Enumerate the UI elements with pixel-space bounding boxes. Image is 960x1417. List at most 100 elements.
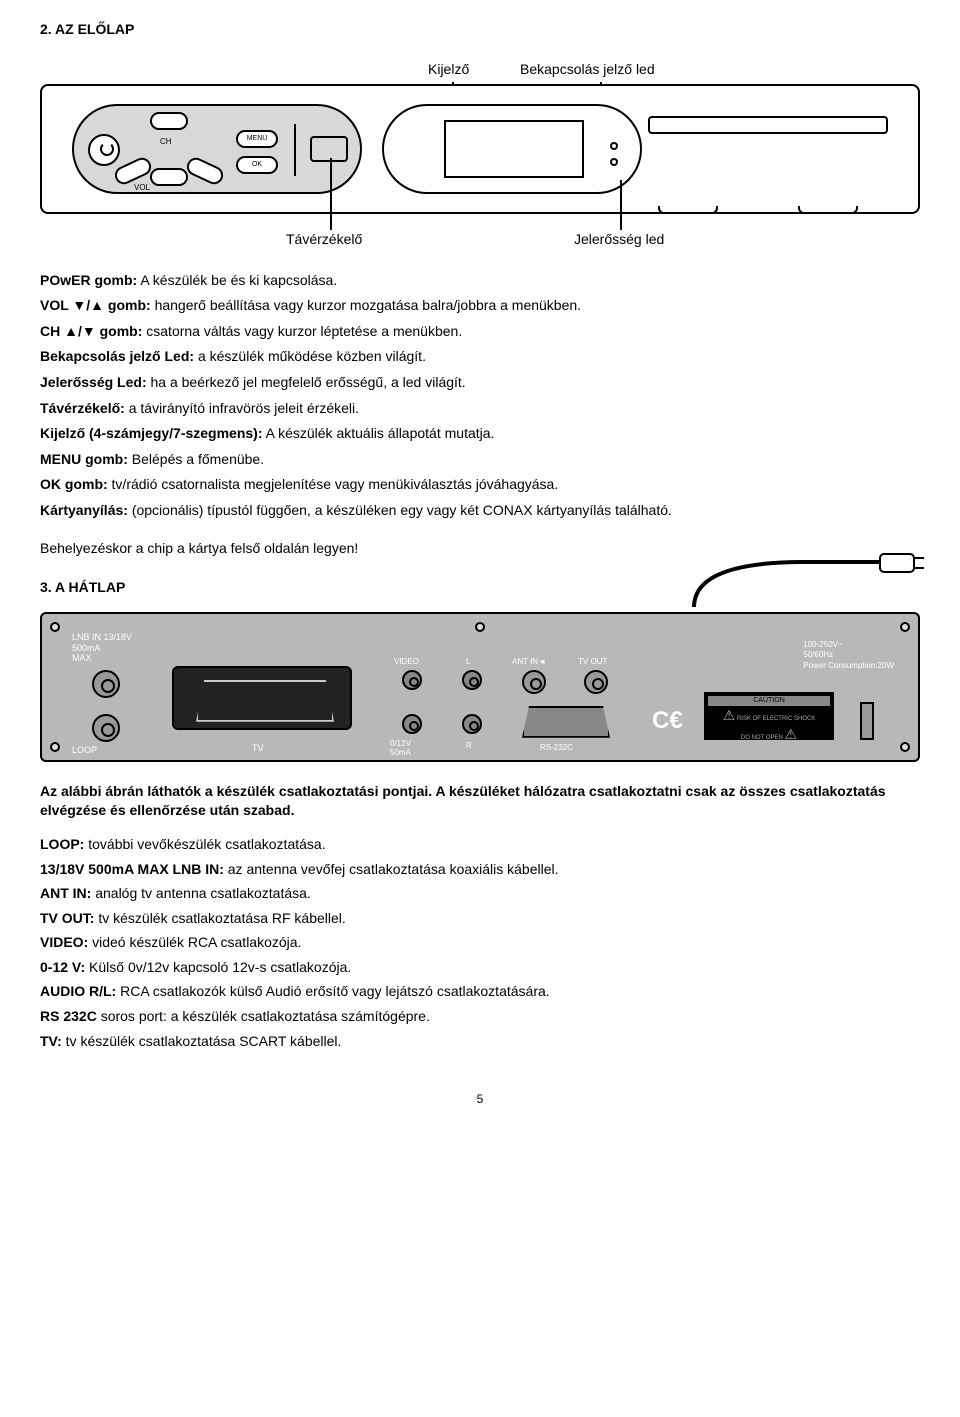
desc-b: Jelerősség Led: — [40, 374, 147, 390]
desc-t: Belépés a főmenübe. — [128, 451, 264, 467]
rs232-label: RS-232C — [540, 742, 573, 753]
warning-triangle-icon: ⚠ — [723, 707, 736, 723]
screw-icon — [50, 622, 60, 632]
desc-t: (opcionális) típustól függően, a készülé… — [128, 502, 672, 518]
desc-t: videó készülék RCA csatlakozója. — [88, 934, 301, 950]
audio-l-label: L — [466, 656, 470, 667]
desc-b: ANT IN: — [40, 885, 91, 901]
ok-button-icon: OK — [236, 156, 278, 174]
rs232-connector-icon — [522, 706, 610, 738]
desc-t: hangerő beállítása vagy kurzor mozgatása… — [151, 297, 581, 313]
pointer-line — [620, 180, 622, 230]
power-inlet-icon — [860, 702, 874, 740]
menu-button-icon: MENU — [236, 130, 278, 148]
rear-panel: LNB IN 13/18V 500mA MAX LOOP TV VIDEO 0/… — [40, 612, 920, 762]
page-number: 5 — [40, 1091, 920, 1108]
desc-t: A készülék aktuális állapotát mutatja. — [263, 425, 495, 441]
video-label: VIDEO — [394, 656, 419, 667]
desc-t: tv készülék csatlakoztatása RF kábellel. — [94, 910, 345, 926]
loop-connector-icon — [92, 714, 120, 742]
label-bekapcs-led: Bekapcsolás jelző led — [520, 60, 655, 80]
desc-t: RCA csatlakozók külső Audió erősítő vagy… — [116, 983, 549, 999]
desc-b: RS 232C — [40, 1008, 97, 1024]
audio-r-rca-icon — [462, 714, 482, 734]
screw-icon — [475, 622, 485, 632]
desc-b: CH ▲/▼ gomb: — [40, 323, 142, 339]
section2-heading: 2. AZ ELŐLAP — [40, 20, 920, 40]
lnb-in-connector-icon — [92, 670, 120, 698]
caution-text: RISK OF ELECTRIC SHOCK DO NOT OPEN — [737, 716, 815, 742]
screw-icon — [900, 742, 910, 752]
desc-b: Kijelző (4-számjegy/7-szegmens): — [40, 425, 263, 441]
front-panel-diagram: Kijelző Bekapcsolás jelző led CH VOL MEN… — [40, 60, 920, 246]
zero12v-label: 0/12V 50mA — [390, 740, 411, 758]
power-led-icon — [610, 142, 618, 150]
display-frame — [382, 104, 642, 194]
loop-label: LOOP — [72, 744, 97, 757]
desc-t: ha a beérkező jel megfelelő erősségű, a … — [147, 374, 466, 390]
ant-in-label: ANT IN◄ — [512, 656, 546, 667]
desc-b: TV: — [40, 1033, 62, 1049]
desc-t: további vevőkészülék csatlakoztatása. — [84, 836, 325, 852]
caution-box: CAUTION ⚠ RISK OF ELECTRIC SHOCK DO NOT … — [704, 692, 834, 740]
desc-b: Kártyanyílás: — [40, 502, 128, 518]
front-panel: CH VOL MENU OK — [40, 84, 920, 214]
ir-window-icon — [310, 136, 348, 162]
ch-up-pad — [150, 112, 188, 130]
desc-b: POwER gomb: — [40, 272, 137, 288]
label-kijelzo: Kijelző — [428, 60, 469, 80]
separator — [294, 124, 296, 176]
screw-icon — [50, 742, 60, 752]
vol-right-pad — [184, 154, 226, 186]
warning-triangle-icon: ⚠ — [785, 726, 798, 742]
audio-r-label: R — [466, 740, 472, 751]
desc-t: A készülék be és ki kapcsolása. — [137, 272, 337, 288]
label-taverzekelo: Távérzékelő — [286, 230, 362, 250]
desc-t: analóg tv antenna csatlakoztatása. — [91, 885, 310, 901]
label-jelerosseg-led: Jelerősség led — [574, 230, 664, 250]
desc-b: Távérzékelő: — [40, 400, 125, 416]
desc-b: VOL ▼/▲ gomb: — [40, 297, 151, 313]
front-descriptions: POwER gomb: A készülék be és ki kapcsolá… — [40, 271, 920, 521]
desc-b: AUDIO R/L: — [40, 983, 116, 999]
video-rca-icon — [402, 670, 422, 690]
audio-l-rca-icon — [462, 670, 482, 690]
desc-t: soros port: a készülék csatlakoztatása s… — [97, 1008, 430, 1024]
desc-b: LOOP: — [40, 836, 84, 852]
desc-t: tv/rádió csatornalista megjelenítése vag… — [108, 476, 559, 492]
vol-label: VOL — [134, 182, 150, 193]
desc-b: Bekapcsolás jelző Led: — [40, 348, 194, 364]
desc-b: 13/18V 500mA MAX LNB IN: — [40, 861, 224, 877]
power-button-icon — [88, 134, 120, 166]
zero12v-rca-icon — [402, 714, 422, 734]
display-screen-icon — [444, 120, 584, 178]
desc-b: 0-12 V: — [40, 959, 85, 975]
card-slot-icon — [648, 116, 888, 134]
control-oval: CH VOL MENU OK — [72, 104, 362, 194]
desc-t: a távirányító infravörös jeleit érzékeli… — [125, 400, 359, 416]
rear-panel-diagram: LNB IN 13/18V 500mA MAX LOOP TV VIDEO 0/… — [40, 612, 920, 762]
screw-icon — [900, 622, 910, 632]
power-spec: 100-250V~ 50/60Hz Power Consumption:20W — [803, 640, 894, 671]
ch-label: CH — [160, 136, 172, 147]
desc-t: Külső 0v/12v kapcsoló 12v-s csatlakozója… — [85, 959, 351, 975]
desc-b: TV OUT: — [40, 910, 94, 926]
pointer-line — [330, 158, 332, 230]
desc-b: VIDEO: — [40, 934, 88, 950]
signal-led-icon — [610, 158, 618, 166]
tv-scart-label: TV — [252, 742, 264, 755]
ant-in-connector-icon — [522, 670, 546, 694]
desc-b: OK gomb: — [40, 476, 108, 492]
foot-icon — [798, 206, 858, 214]
foot-icon — [658, 206, 718, 214]
desc-t: tv készülék csatlakoztatása SCART kábell… — [62, 1033, 342, 1049]
desc-t: csatorna váltás vagy kurzor léptetése a … — [142, 323, 462, 339]
scart-connector-icon — [172, 666, 352, 730]
desc-b: MENU gomb: — [40, 451, 128, 467]
rear-descriptions: LOOP: további vevőkészülék csatlakoztatá… — [40, 835, 920, 1051]
desc-t: a készülék működése közben világít. — [194, 348, 426, 364]
rear-intro: Az alábbi ábrán láthatók a készülék csat… — [40, 782, 920, 821]
lnb-in-label: LNB IN 13/18V 500mA MAX — [72, 632, 162, 664]
power-plug-icon — [684, 552, 924, 612]
tv-out-label: TV OUT — [578, 656, 607, 667]
